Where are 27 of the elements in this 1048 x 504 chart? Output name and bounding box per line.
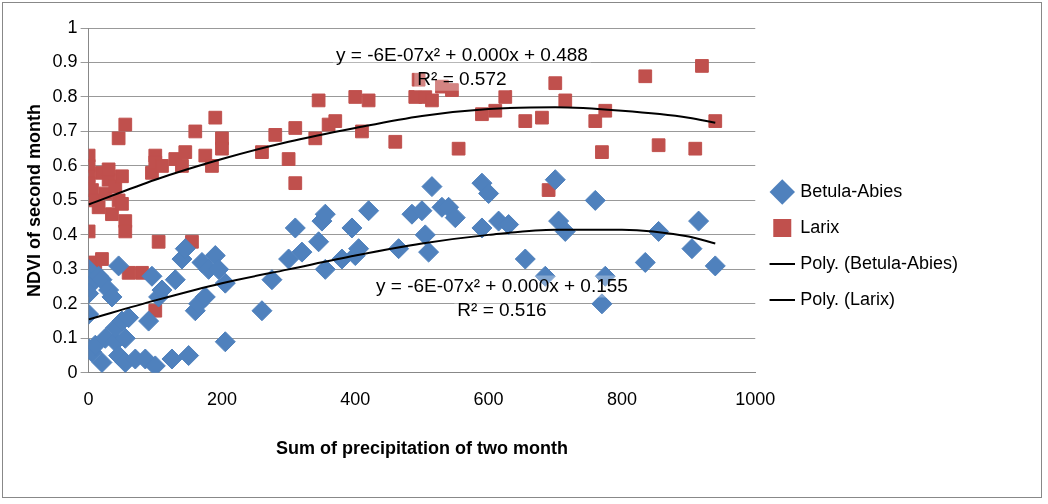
y-axis-title: NDVI of second month	[23, 103, 44, 297]
x-tick-label: 0	[83, 388, 94, 409]
y-tick-label: 0	[67, 361, 78, 382]
y-tick-label: 0.5	[52, 189, 78, 210]
y-tick-label: 1	[67, 16, 78, 37]
y-tick-label: 0.8	[52, 85, 78, 106]
x-tick-label: 400	[340, 388, 371, 409]
y-tick-label: 0.4	[52, 223, 78, 244]
annotation: y = -6E-07x² + 0.000x + 0.155	[375, 274, 628, 296]
x-tick-label: 800	[606, 388, 637, 409]
x-tick-label: 600	[473, 388, 504, 409]
annotation: y = -6E-07x² + 0.000x + 0.488	[335, 43, 588, 65]
y-tick-label: 0.7	[52, 120, 78, 141]
legend-label: Betula-Abies	[800, 180, 903, 201]
y-tick-label: 0.2	[52, 292, 78, 313]
y-tick-label: 0.9	[52, 51, 78, 72]
legend-label: Larix	[800, 216, 840, 237]
x-tick-label: 1000	[735, 388, 776, 409]
legend-label: Poly. (Betula-Abies)	[800, 252, 959, 273]
y-tick-label: 0.6	[52, 154, 78, 175]
y-tick-label: 0.1	[52, 327, 78, 348]
y-tick-label: 0.3	[52, 258, 78, 279]
annotation: R² = 0.516	[457, 298, 547, 320]
x-tick-label: 200	[206, 388, 237, 409]
annotation: R² = 0.572	[417, 67, 507, 89]
x-axis-title: Sum of precipitation of two month	[275, 438, 568, 459]
legend-label: Poly. (Larix)	[800, 288, 895, 309]
